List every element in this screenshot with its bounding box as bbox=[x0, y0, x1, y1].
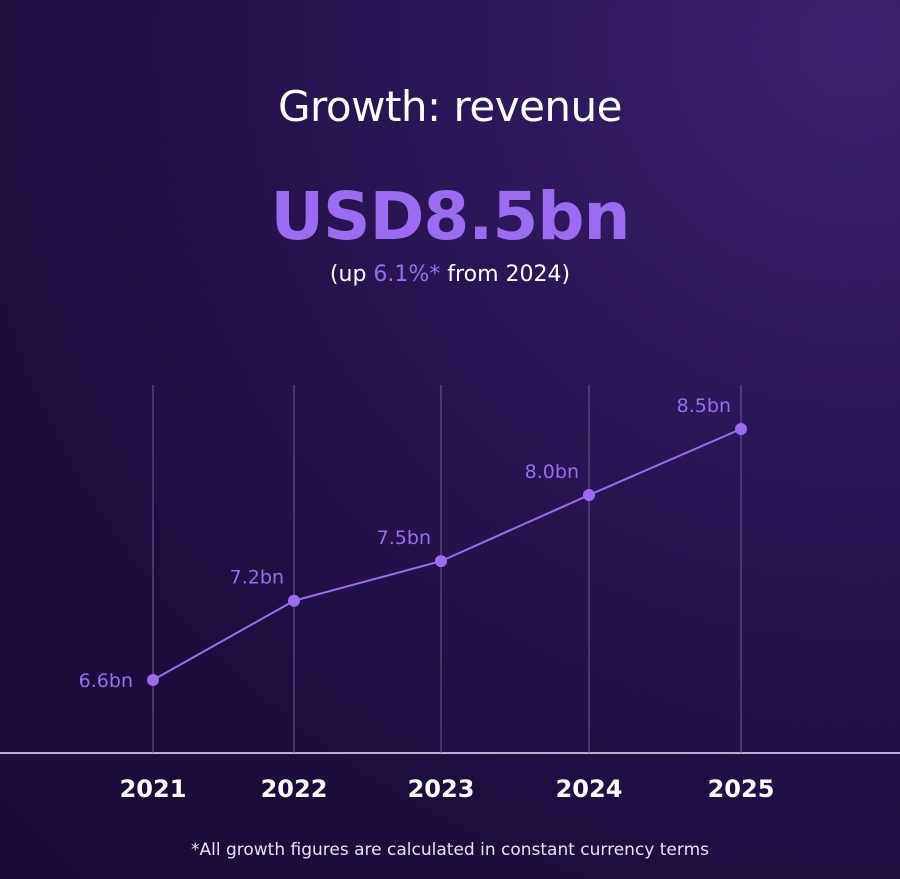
x-tick-label: 2022 bbox=[261, 775, 328, 803]
footnote: *All growth figures are calculated in co… bbox=[190, 840, 710, 860]
data-point bbox=[435, 555, 447, 568]
subtitle-suffix: from 2024) bbox=[440, 262, 571, 287]
growth-percent: 6.1%* bbox=[373, 262, 441, 287]
data-label: 8.0bn bbox=[525, 461, 579, 483]
x-tick-label: 2021 bbox=[120, 775, 187, 803]
data-point bbox=[147, 674, 159, 686]
series-line bbox=[152, 428, 742, 681]
data-point bbox=[288, 594, 300, 607]
headline-value: USD8.5bn bbox=[270, 178, 630, 255]
data-label: 6.6bn bbox=[79, 670, 133, 692]
data-label: 7.2bn bbox=[230, 567, 284, 589]
x-tick-label: 2025 bbox=[708, 775, 775, 803]
data-label: 7.5bn bbox=[377, 527, 431, 549]
x-tick-label: 2023 bbox=[408, 775, 475, 803]
subtitle-prefix: (up bbox=[329, 262, 374, 287]
growth-subtitle: (up 6.1%* from 2024) bbox=[0, 262, 900, 287]
chart-title: Growth: revenue bbox=[278, 82, 622, 131]
data-point bbox=[735, 423, 747, 435]
x-tick-label: 2024 bbox=[556, 775, 623, 803]
data-point bbox=[583, 489, 595, 502]
data-label: 8.5bn bbox=[677, 395, 731, 417]
